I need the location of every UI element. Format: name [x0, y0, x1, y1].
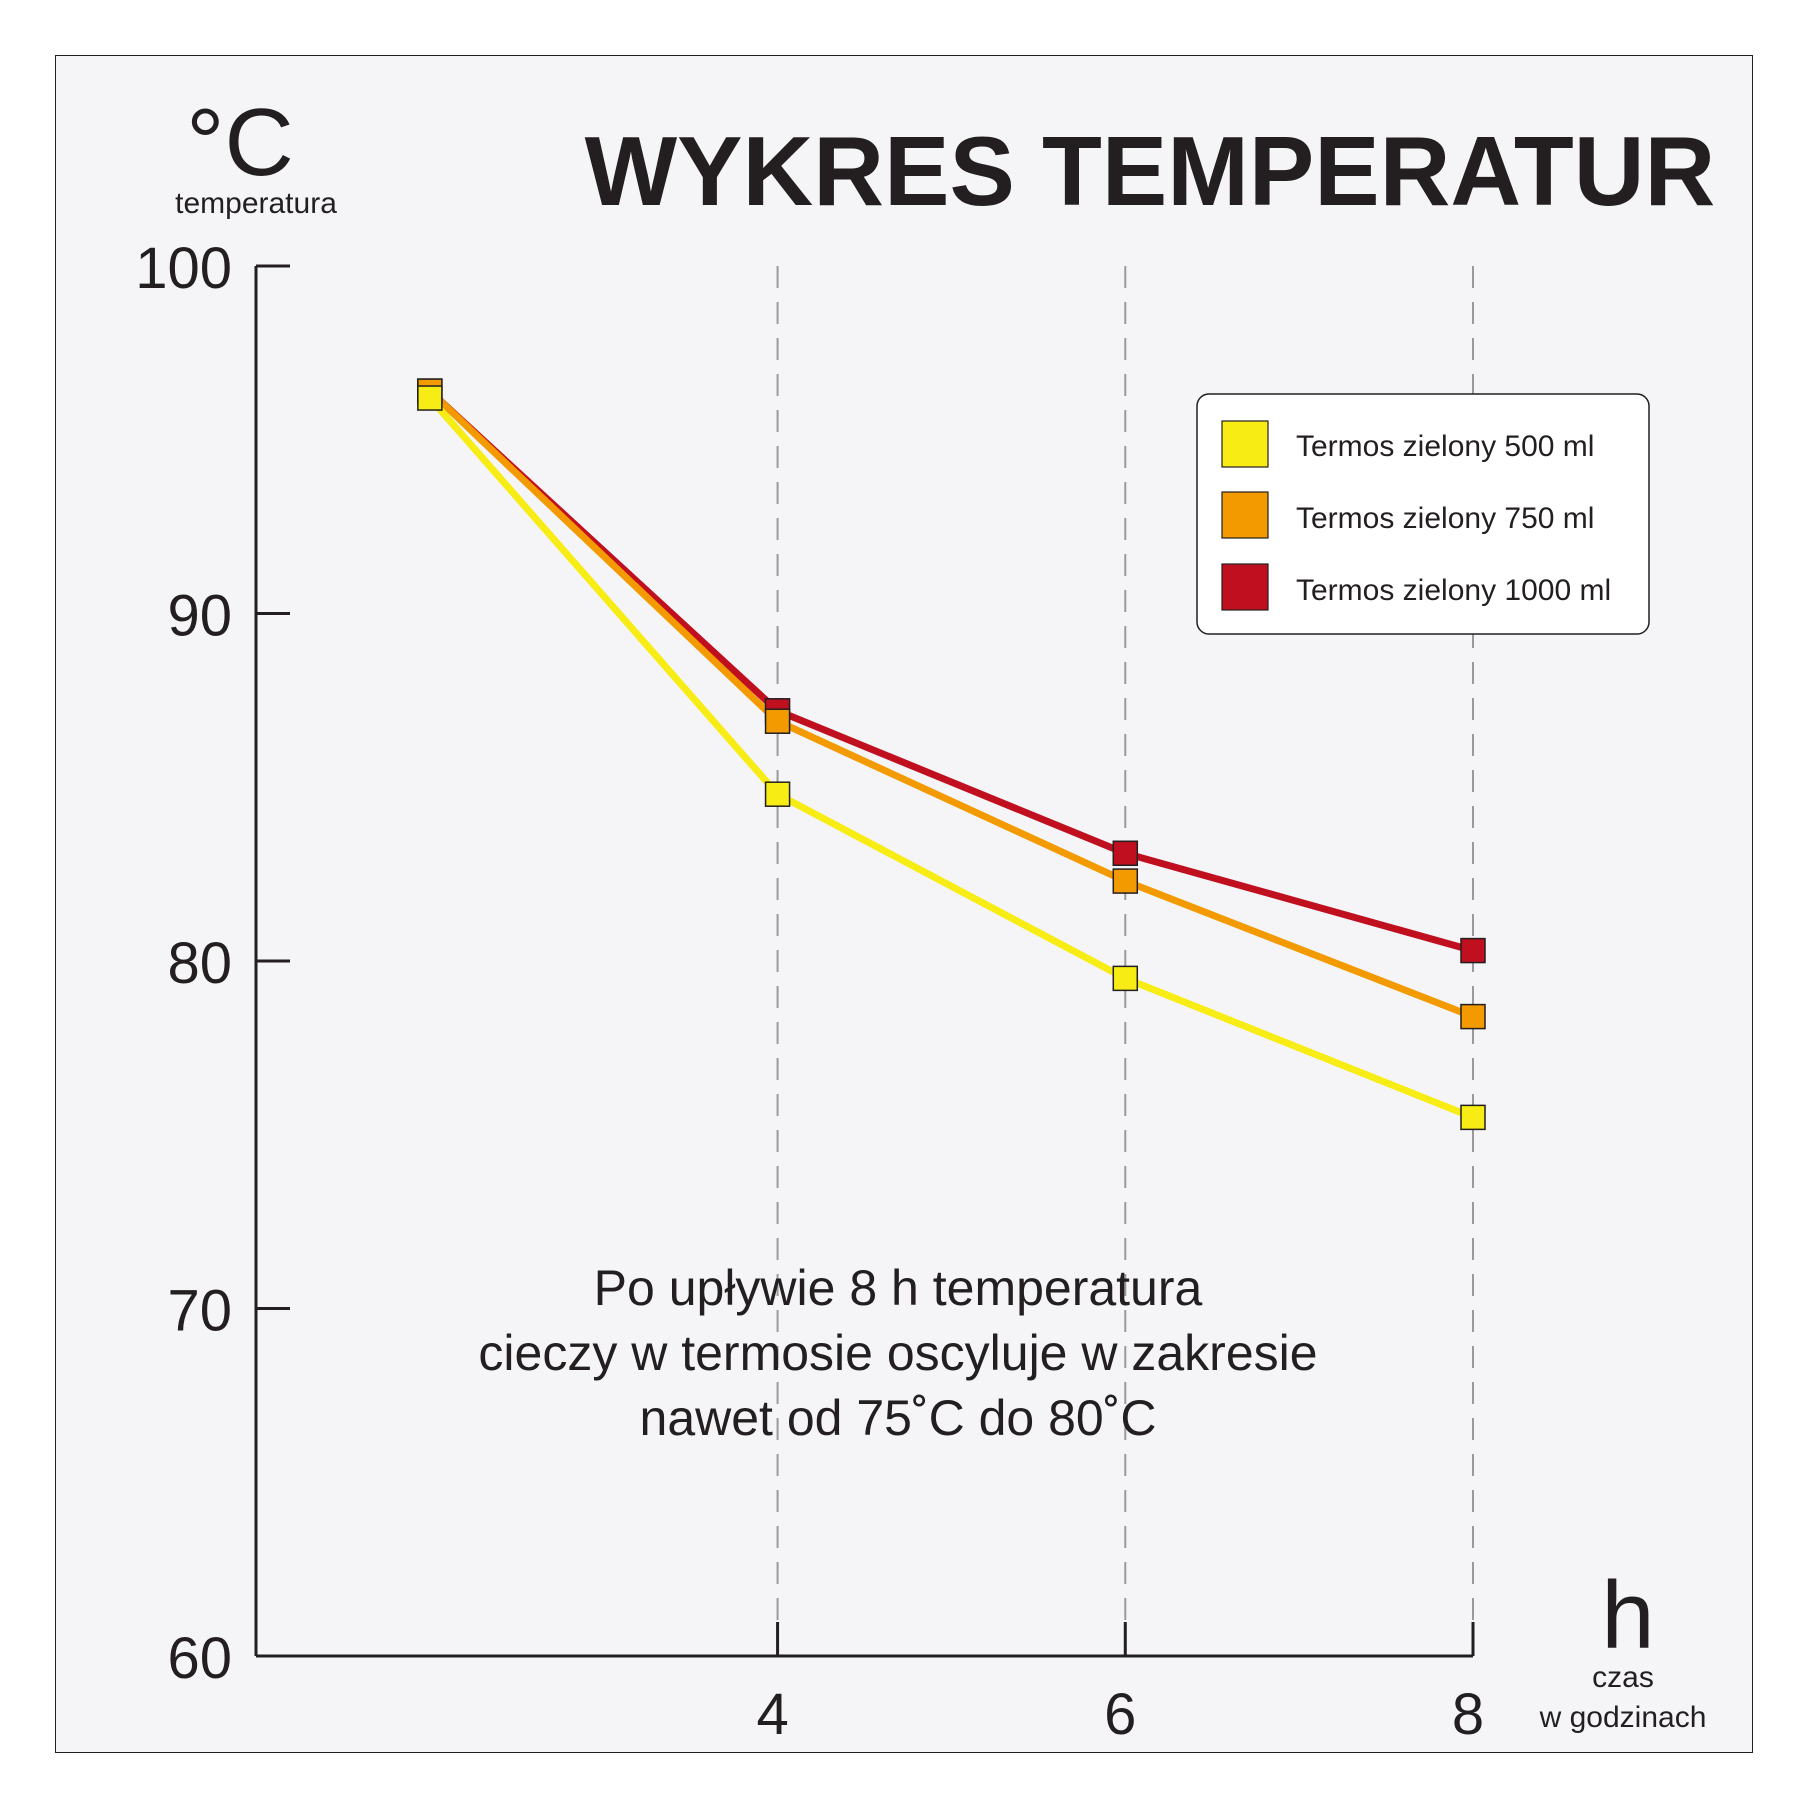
data-point-s2-x8 [1460, 937, 1486, 964]
y-unit-label: °C [186, 89, 294, 196]
y-tick-label-80: 80 [167, 931, 232, 996]
series-layer [417, 378, 1486, 1131]
data-point-s0-x8 [1460, 1104, 1486, 1131]
data-point-s0-x2 [417, 385, 443, 411]
series-line-2 [427, 388, 1474, 954]
x-tick-label-6: 6 [1104, 1682, 1136, 1747]
annotation-line-2: cieczy w termosie oscyluje w zakresie [478, 1325, 1317, 1381]
series-line-1 [427, 388, 1475, 1020]
data-point-s0-x4 [764, 781, 791, 807]
y-tick-label-70: 70 [167, 1279, 232, 1344]
data-point-s1-x4 [764, 708, 791, 734]
legend-label-1000ml: Termos zielony 1000 ml [1296, 574, 1611, 607]
data-point-s1-x8 [1460, 1003, 1486, 1030]
data-point-s0-x6 [1112, 965, 1139, 992]
y-axis-label: temperatura [175, 187, 337, 220]
legend: Termos zielony 500 ml Termos zielony 750… [1196, 393, 1650, 635]
x-tick-label-8: 8 [1452, 1682, 1484, 1747]
y-tick-label-90: 90 [167, 584, 232, 649]
data-point-s2-x6 [1112, 840, 1139, 867]
data-point-s1-x6 [1112, 868, 1139, 894]
legend-swatch-1000ml [1221, 563, 1269, 611]
x-tick-label-4: 4 [756, 1682, 788, 1747]
legend-swatch-500ml [1221, 420, 1269, 468]
x-axis-label-line2: w godzinach [1539, 1701, 1707, 1734]
annotation: Po upływie 8 h temperatura cieczy w term… [478, 1260, 1317, 1446]
legend-label-750ml: Termos zielony 750 ml [1296, 502, 1594, 535]
legend-swatch-750ml [1221, 491, 1269, 539]
y-tick-label-100: 100 [135, 236, 232, 301]
annotation-line-1: Po upływie 8 h temperatura [594, 1260, 1203, 1316]
chart-title: WYKRES TEMPERATUR [585, 116, 1716, 226]
legend-box [1196, 393, 1650, 635]
axis-layer: 60 70 80 90 100 4 6 8 [135, 236, 1484, 1747]
x-axis-label-line1: czas [1592, 1661, 1654, 1694]
annotation-line-3: nawet od 75˚C do 80˚C [640, 1390, 1157, 1446]
y-tick-label-60: 60 [167, 1626, 232, 1691]
x-unit-label: h [1601, 1562, 1654, 1669]
legend-label-500ml: Termos zielony 500 ml [1296, 430, 1594, 463]
chart-frame [55, 55, 1753, 1753]
series-line-0 [427, 395, 1475, 1121]
